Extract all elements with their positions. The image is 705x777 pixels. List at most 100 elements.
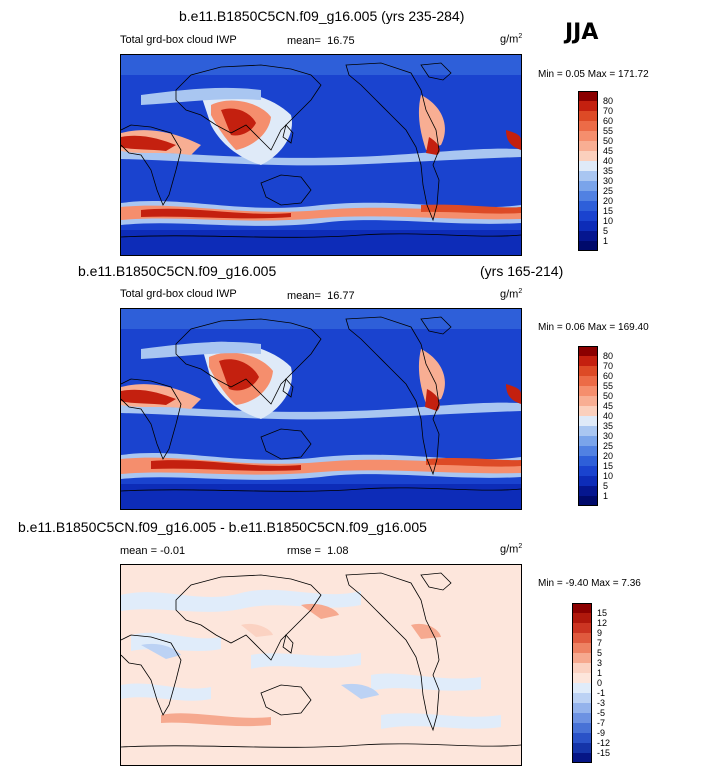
panel1-colorbar-label: 80	[603, 96, 614, 106]
panel1-colorbar-swatch	[578, 91, 598, 101]
panel2-map	[120, 308, 522, 510]
panel2-colorbar-swatch	[578, 396, 598, 406]
panel2-colorbar-swatch	[578, 426, 598, 436]
panel3-colorbar-swatch	[572, 613, 592, 623]
panel1-colorbar-label: 30	[603, 176, 614, 186]
panel3-colorbar-label: 12	[597, 618, 608, 628]
panel1-colorbar-label: 70	[603, 106, 614, 116]
panel1-colorbar-swatch	[578, 201, 598, 211]
panel2-variable: Total grd-box cloud IWP	[120, 288, 237, 300]
panel2-colorbar-label: 80	[603, 351, 614, 361]
panel3-rmse-label: rmse =	[287, 545, 321, 557]
panel3-colorbar-label: -7	[597, 718, 606, 728]
panel3-rmse: rmse = 1.08	[287, 545, 348, 557]
panel3-map-field	[121, 565, 521, 765]
panel1-mean: mean= 16.75	[287, 35, 355, 47]
panel1-colorbar-label: 35	[603, 166, 614, 176]
panel1-colorbar-label: 20	[603, 196, 614, 206]
panel2-colorbar-swatch	[578, 466, 598, 476]
panel1-colorbar-label: 25	[603, 186, 614, 196]
panel1-colorbar-swatch	[578, 231, 598, 241]
panel1-colorbar-label: 10	[603, 216, 614, 226]
panel2-colorbar-label: 20	[603, 451, 614, 461]
panel1-colorbar-swatch	[578, 141, 598, 151]
panel1-colorbar-label: 5	[603, 226, 609, 236]
panel3-colorbar-swatch	[572, 753, 592, 763]
panel1-colorbar-label: 55	[603, 126, 614, 136]
panel2-colorbar-label: 15	[603, 461, 614, 471]
panel1-variable: Total grd-box cloud IWP	[120, 34, 237, 46]
panel1-colorbar-label: 50	[603, 136, 614, 146]
panel2-title: b.e11.B1850C5CN.f09_g16.005	[78, 263, 277, 279]
panel3-colorbar-label: 15	[597, 608, 608, 618]
panel3-colorbar-label: -5	[597, 708, 606, 718]
panel3-colorbar-label: -3	[597, 698, 606, 708]
panel2-colorbar-label: 45	[603, 401, 614, 411]
panel3-colorbar-swatch	[572, 663, 592, 673]
panel2-colorbar-label: 50	[603, 391, 614, 401]
panel3-map	[120, 564, 522, 766]
panel3-colorbar-swatch	[572, 693, 592, 703]
panel3-colorbar-swatch	[572, 653, 592, 663]
panel2-colorbar-swatch	[578, 416, 598, 426]
panel2-colorbar-swatch	[578, 496, 598, 506]
panel3-colorbar-swatch	[572, 713, 592, 723]
panel1-minmax: Min = 0.05 Max = 171.72	[538, 69, 649, 80]
panel1-colorbar-label: 15	[603, 206, 614, 216]
panel1-mean-value: 16.75	[327, 35, 355, 47]
panel1-colorbar-label: 60	[603, 116, 614, 126]
panel3-colorbar-label: 3	[597, 658, 603, 668]
panel2-colorbar-label: 55	[603, 381, 614, 391]
panel3-mean: mean = -0.01	[120, 545, 185, 557]
panel1-colorbar-swatch	[578, 131, 598, 141]
panel1-colorbar-swatch	[578, 211, 598, 221]
panel1-colorbar-swatch	[578, 191, 598, 201]
panel3-colorbar-swatch	[572, 633, 592, 643]
panel2-colorbar-swatch	[578, 386, 598, 396]
season-label: JJA	[565, 20, 599, 45]
panel2-colorbar-label: 40	[603, 411, 614, 421]
panel3-colorbar-label: 7	[597, 638, 603, 648]
panel2-colorbar-swatch	[578, 376, 598, 386]
panel1-colorbar-swatch	[578, 151, 598, 161]
panel2-subtitle: (yrs 165-214)	[480, 263, 564, 279]
panel3-colorbar-swatch	[572, 733, 592, 743]
panel2-mean-label: mean=	[287, 290, 321, 302]
panel2-colorbar-swatch	[578, 436, 598, 446]
panel2-colorbar-label: 30	[603, 431, 614, 441]
panel3-colorbar-swatch	[572, 723, 592, 733]
panel2-mean-value: 16.77	[327, 290, 355, 302]
panel3-title: b.e11.B1850C5CN.f09_g16.005 - b.e11.B185…	[18, 519, 427, 535]
panel3-colorbar-swatch	[572, 683, 592, 693]
panel1-colorbar: 80 70 60 55 50 45 40 35 30 25 20 15 10 5…	[578, 91, 638, 251]
panel3-colorbar-swatch	[572, 623, 592, 633]
panel1-colorbar-label: 45	[603, 146, 614, 156]
panel3-colorbar-swatch	[572, 703, 592, 713]
panel2-colorbar-swatch	[578, 406, 598, 416]
panel3-colorbar-swatch	[572, 643, 592, 653]
panel1-colorbar-label: 1	[603, 236, 609, 246]
panel2-colorbar-swatch	[578, 486, 598, 496]
panel3-colorbar-label: -1	[597, 688, 606, 698]
panel2-colorbar: 80 70 60 55 50 45 40 35 30 25 20 15 10 5…	[578, 346, 638, 506]
panel3-colorbar-label: -12	[597, 738, 611, 748]
panel2-colorbar-swatch	[578, 346, 598, 356]
panel3-rmse-value: 1.08	[327, 545, 349, 557]
panel3-mean-label: mean =	[120, 545, 157, 557]
panel3-colorbar-swatch	[572, 673, 592, 683]
panel3-colorbar-label: 1	[597, 668, 603, 678]
panel2-colorbar-label: 5	[603, 481, 609, 491]
panel2-mean: mean= 16.77	[287, 290, 355, 302]
panel2-colorbar-label: 60	[603, 371, 614, 381]
panel3-colorbar-label: -15	[597, 748, 611, 758]
panel1-colorbar-swatch	[578, 111, 598, 121]
panel3-colorbar-swatch	[572, 743, 592, 753]
panel1-title: b.e11.B1850C5CN.f09_g16.005 (yrs 235-284…	[179, 8, 465, 24]
panel2-colorbar-label: 1	[603, 491, 609, 501]
panel1-colorbar-swatch	[578, 101, 598, 111]
panel3-colorbar-label: 5	[597, 648, 603, 658]
panel1-colorbar-label: 40	[603, 156, 614, 166]
panel1-colorbar-swatch	[578, 121, 598, 131]
panel1-colorbar-swatch	[578, 241, 598, 251]
panel2-colorbar-label: 70	[603, 361, 614, 371]
